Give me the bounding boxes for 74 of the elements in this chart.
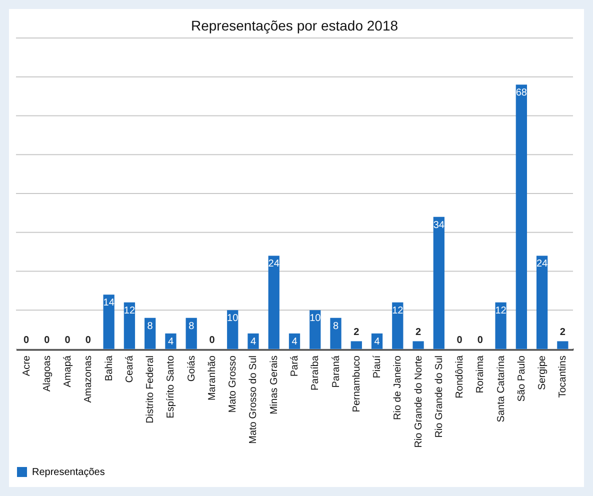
data-label: 0	[209, 335, 216, 346]
bar	[310, 310, 321, 349]
x-tick-label: Mato Grosso do Sul	[248, 356, 260, 444]
x-tick-label: Amazonas	[83, 356, 94, 403]
data-label: 4	[168, 336, 174, 348]
data-label: 24	[536, 258, 548, 270]
x-tick-label: Rondônia	[454, 355, 466, 398]
x-tick-label: Alagoas	[42, 356, 53, 392]
x-tick-label: Roraima	[475, 355, 486, 394]
bar	[268, 256, 280, 349]
bar	[227, 310, 238, 349]
data-label: 34	[433, 220, 445, 231]
legend-label: Representações	[32, 467, 105, 478]
data-label: 24	[268, 258, 280, 270]
data-label: 12	[124, 305, 136, 316]
x-tick-label: Paraíba	[310, 355, 322, 391]
data-label: 0	[64, 335, 71, 346]
data-label: 4	[292, 336, 298, 348]
bar	[165, 333, 176, 349]
bar	[103, 294, 114, 349]
bar	[186, 318, 197, 349]
x-tick-label: Espírito Santo	[166, 355, 177, 418]
chart-title: Representações por estado 2018	[190, 18, 398, 34]
x-tick-label: Mato Grosso	[228, 355, 239, 413]
bar	[392, 302, 404, 349]
bar	[433, 216, 444, 349]
x-tick-label: Rio Grande do Norte	[413, 355, 424, 448]
x-tick-label: Bahia	[104, 355, 115, 382]
data-label: 12	[495, 305, 507, 316]
bar	[350, 341, 362, 349]
data-label: 0	[85, 335, 92, 346]
x-tick-label: Rio Grande do Sul	[434, 356, 445, 438]
data-label: 10	[227, 313, 239, 324]
data-label: 8	[332, 320, 339, 332]
x-tick-label: Pernambuco	[351, 355, 362, 412]
bar	[248, 333, 259, 349]
bar	[557, 341, 568, 349]
x-tick-label: Distrito Federal	[145, 356, 156, 424]
bar	[536, 256, 548, 349]
data-label: 12	[392, 305, 404, 316]
data-label: 14	[103, 298, 115, 309]
x-tick-label: Goiás	[186, 356, 198, 382]
bar	[516, 84, 527, 349]
data-label: 0	[44, 335, 50, 346]
bar	[330, 318, 342, 349]
data-label: 8	[188, 320, 195, 332]
x-tick-label: Piauí	[372, 355, 384, 378]
data-label: 68	[516, 88, 528, 99]
x-tick-label: Santa Catarina	[496, 355, 507, 422]
data-label: 10	[310, 313, 322, 324]
x-tick-label: Rio de Janeiro	[392, 355, 404, 420]
data-label: 0	[456, 335, 463, 346]
x-tick-label: Ceará	[124, 355, 136, 383]
x-tick-label: Sergipe	[537, 355, 548, 390]
bar	[495, 302, 506, 349]
data-label: 2	[560, 327, 566, 338]
x-tick-label: Pará	[290, 355, 300, 377]
x-tick-label: São Paulo	[516, 355, 528, 402]
data-label: 8	[147, 320, 154, 332]
bar	[412, 341, 424, 349]
x-tick-label: Tocantins	[558, 356, 569, 398]
x-tick-label: Minas Gerais	[268, 356, 280, 414]
data-label: 2	[415, 327, 422, 338]
data-label: 4	[250, 336, 256, 348]
data-label: 0	[477, 335, 484, 346]
data-label: 4	[374, 336, 380, 348]
data-label: 2	[354, 327, 360, 338]
x-tick-label: Acre	[21, 355, 32, 376]
x-tick-label: Maranhão	[206, 355, 218, 401]
data-label: 0	[24, 335, 30, 346]
x-tick-label: Paraná	[330, 355, 342, 388]
bar	[124, 302, 136, 349]
x-tick-label: Amapá	[62, 355, 74, 388]
bar	[144, 318, 156, 349]
